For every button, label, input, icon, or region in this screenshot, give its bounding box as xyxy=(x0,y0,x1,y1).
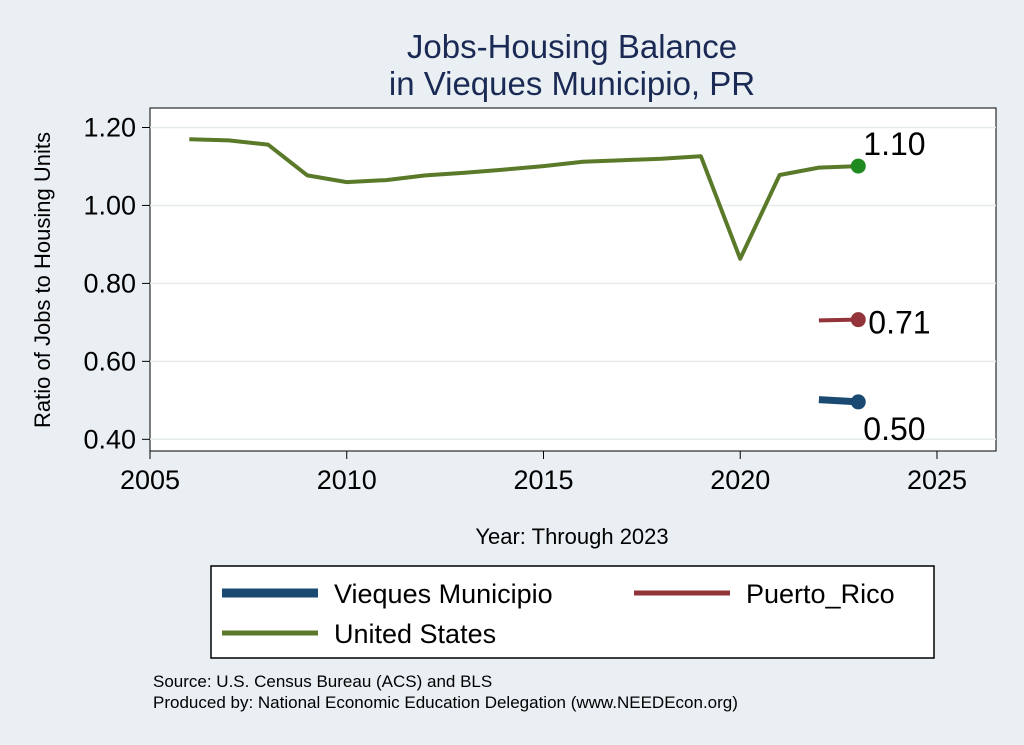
y-tick-label: 1.20 xyxy=(83,112,136,142)
x-tick-label: 2010 xyxy=(317,465,377,495)
chart-title-line-2: in Vieques Municipio, PR xyxy=(389,65,755,102)
legend: Vieques Municipio Puerto_Rico United Sta… xyxy=(210,565,935,659)
source-line-1: Source: U.S. Census Bureau (ACS) and BLS xyxy=(153,672,492,691)
legend-label-vieques: Vieques Municipio xyxy=(334,579,553,609)
legend-box xyxy=(210,565,935,659)
x-axis-label: Year: Through 2023 xyxy=(475,524,668,549)
grid-lines xyxy=(150,126,996,441)
series-group: 1.10 0.71 0.50 xyxy=(189,126,931,447)
end-label-puerto-rico: 0.71 xyxy=(868,305,930,341)
end-label-vieques: 0.50 xyxy=(863,411,925,447)
y-tick-label: 0.60 xyxy=(83,346,136,376)
end-marker-united-states xyxy=(850,158,866,174)
series-line-united-states xyxy=(189,137,859,261)
end-marker-vieques xyxy=(850,394,866,410)
y-axis-label: Ratio of Jobs to Housing Units xyxy=(30,132,55,428)
axes: 0.40 0.60 0.80 1.00 1.20 2005 2010 2015 2020 2025 xyxy=(83,112,967,495)
source-line-2: Produced by: National Economic Education… xyxy=(153,693,738,712)
end-label-united-states: 1.10 xyxy=(863,126,925,162)
legend-label-puerto-rico: Puerto_Rico xyxy=(746,579,895,609)
x-tick-label: 2015 xyxy=(513,465,573,495)
y-tick-label: 0.40 xyxy=(83,424,136,454)
y-tick-label: 0.80 xyxy=(83,268,136,298)
x-tick-label: 2005 xyxy=(120,465,180,495)
legend-label-united-states: United States xyxy=(334,619,496,649)
x-tick-label: 2025 xyxy=(907,465,967,495)
x-tick-label: 2020 xyxy=(710,465,770,495)
y-tick-label: 1.00 xyxy=(83,190,136,220)
end-marker-puerto-rico xyxy=(850,312,866,328)
chart-title-line-1: Jobs-Housing Balance xyxy=(407,28,737,65)
